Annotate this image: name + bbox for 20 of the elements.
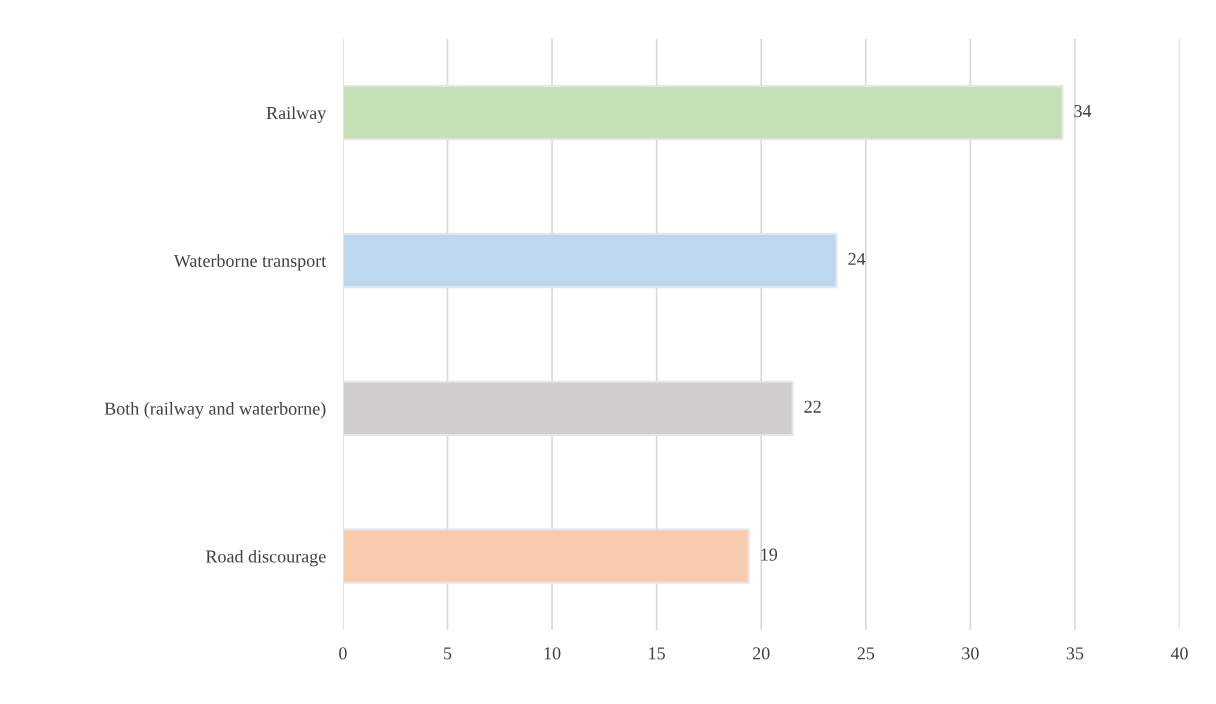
- x-tick-label: 25: [857, 647, 875, 660]
- y-tick-label: Both (railway and waterborne): [104, 402, 326, 419]
- bar: [342, 528, 750, 584]
- x-tick-label: 30: [962, 647, 979, 660]
- bar: [342, 84, 1064, 141]
- data-label: 34: [1074, 105, 1092, 118]
- x-tick-label: 20: [752, 647, 770, 660]
- data-label: 24: [848, 252, 866, 265]
- y-tick-label: Waterborne transport: [173, 254, 327, 271]
- x-tick-label: 0: [339, 647, 347, 660]
- x-tick-label: 40: [1170, 647, 1188, 660]
- data-label: 22: [804, 400, 821, 413]
- x-tick-label: 5: [444, 647, 452, 660]
- data-label: 19: [761, 548, 778, 561]
- y-tick-label: Railway: [266, 106, 327, 123]
- x-tick-label: 15: [649, 647, 665, 660]
- bar: [342, 232, 838, 289]
- x-tick-label: 10: [544, 647, 561, 660]
- x-tick-label: 35: [1066, 647, 1084, 660]
- y-tick-label: Road discourage: [205, 549, 326, 567]
